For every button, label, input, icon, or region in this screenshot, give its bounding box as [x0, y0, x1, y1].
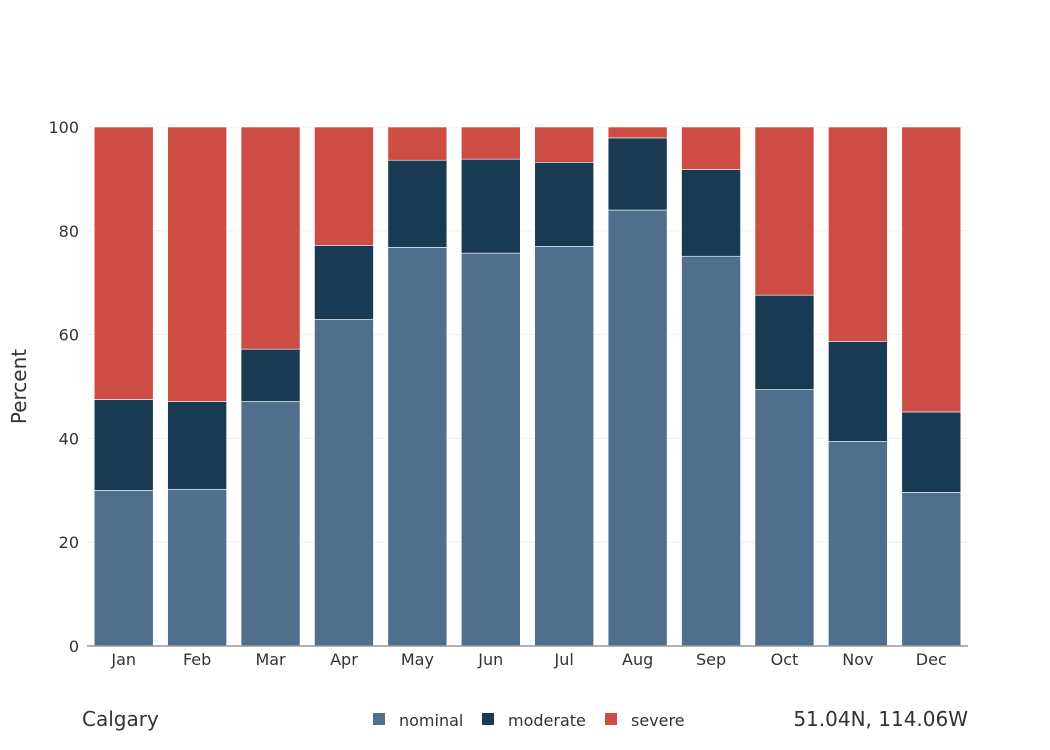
bars [93, 126, 962, 647]
y-tick-label: 20 [59, 533, 79, 552]
severe-legend-swatch [605, 713, 617, 725]
x-tick-label: Apr [330, 650, 358, 669]
y-axis-title: Percent [7, 349, 31, 424]
x-tick-label: Jan [110, 650, 136, 669]
x-tick-label: Nov [842, 650, 873, 669]
x-axis-ticks: Jan Feb Mar Apr May Jun Jul Aug Sep Oct Nov Dec [110, 650, 946, 669]
bar-severe-jun [460, 126, 521, 160]
bar-moderate-sep [681, 169, 741, 257]
x-tick-label: May [401, 650, 434, 669]
bar-nominal-aug [607, 209, 668, 647]
bar-nominal-jun [460, 252, 521, 647]
x-tick-label: Sep [696, 650, 726, 669]
bar-moderate-aug [607, 137, 668, 211]
location-label: Calgary [82, 707, 159, 731]
bar-moderate-jan [93, 399, 154, 491]
y-axis-ticks: 0 20 40 60 80 100 [48, 118, 79, 656]
nominal-legend-swatch [373, 713, 385, 725]
nominal-legend-label: nominal [399, 711, 463, 730]
x-tick-label: Aug [622, 650, 653, 669]
coordinates-label: 51.04N, 114.06W [793, 707, 968, 731]
bar-moderate-apr [314, 245, 374, 320]
x-tick-label: Jul [554, 650, 574, 669]
x-tick-label: Oct [771, 650, 799, 669]
bar-nominal-jan [93, 489, 154, 647]
x-tick-label: Feb [183, 650, 211, 669]
bar-moderate-jul [534, 161, 595, 247]
bar-nominal-sep [681, 255, 741, 647]
bar-nominal-apr [314, 319, 374, 647]
bar-nominal-jul [534, 246, 595, 647]
legend: nominal moderate severe [373, 711, 685, 730]
y-tick-label: 0 [69, 637, 79, 656]
bar-severe-jul [534, 126, 595, 163]
y-tick-label: 80 [59, 222, 79, 241]
bar-nominal-oct [754, 389, 815, 647]
bar-severe-jan [93, 126, 154, 400]
bar-moderate-jun [460, 158, 521, 254]
bar-severe-sep [681, 126, 741, 170]
bar-severe-aug [607, 126, 668, 139]
bar-severe-feb [167, 126, 227, 402]
x-tick-label: Dec [916, 650, 947, 669]
bar-moderate-may [387, 159, 448, 248]
severe-legend-label: severe [631, 711, 685, 730]
bar-moderate-oct [754, 294, 815, 390]
bar-severe-nov [828, 126, 888, 342]
bar-nominal-dec [901, 492, 962, 647]
bar-moderate-dec [901, 411, 962, 493]
y-tick-label: 60 [59, 326, 79, 345]
x-tick-label: Jun [477, 650, 503, 669]
bar-moderate-nov [828, 341, 888, 442]
bar-severe-mar [240, 126, 301, 350]
bar-moderate-mar [240, 348, 301, 402]
bar-nominal-mar [240, 401, 301, 647]
bar-severe-apr [314, 126, 374, 246]
gridlines [87, 126, 968, 543]
moderate-legend-label: moderate [508, 711, 586, 730]
bar-severe-may [387, 126, 448, 161]
bar-severe-dec [901, 126, 962, 413]
bar-nominal-feb [167, 488, 227, 647]
bar-moderate-feb [167, 401, 227, 490]
bar-nominal-may [387, 247, 448, 647]
y-tick-label: 100 [48, 118, 79, 137]
y-tick-label: 40 [59, 429, 79, 448]
moderate-legend-swatch [482, 713, 494, 725]
bar-severe-oct [754, 126, 815, 296]
bar-nominal-nov [828, 441, 888, 647]
x-tick-label: Mar [255, 650, 286, 669]
